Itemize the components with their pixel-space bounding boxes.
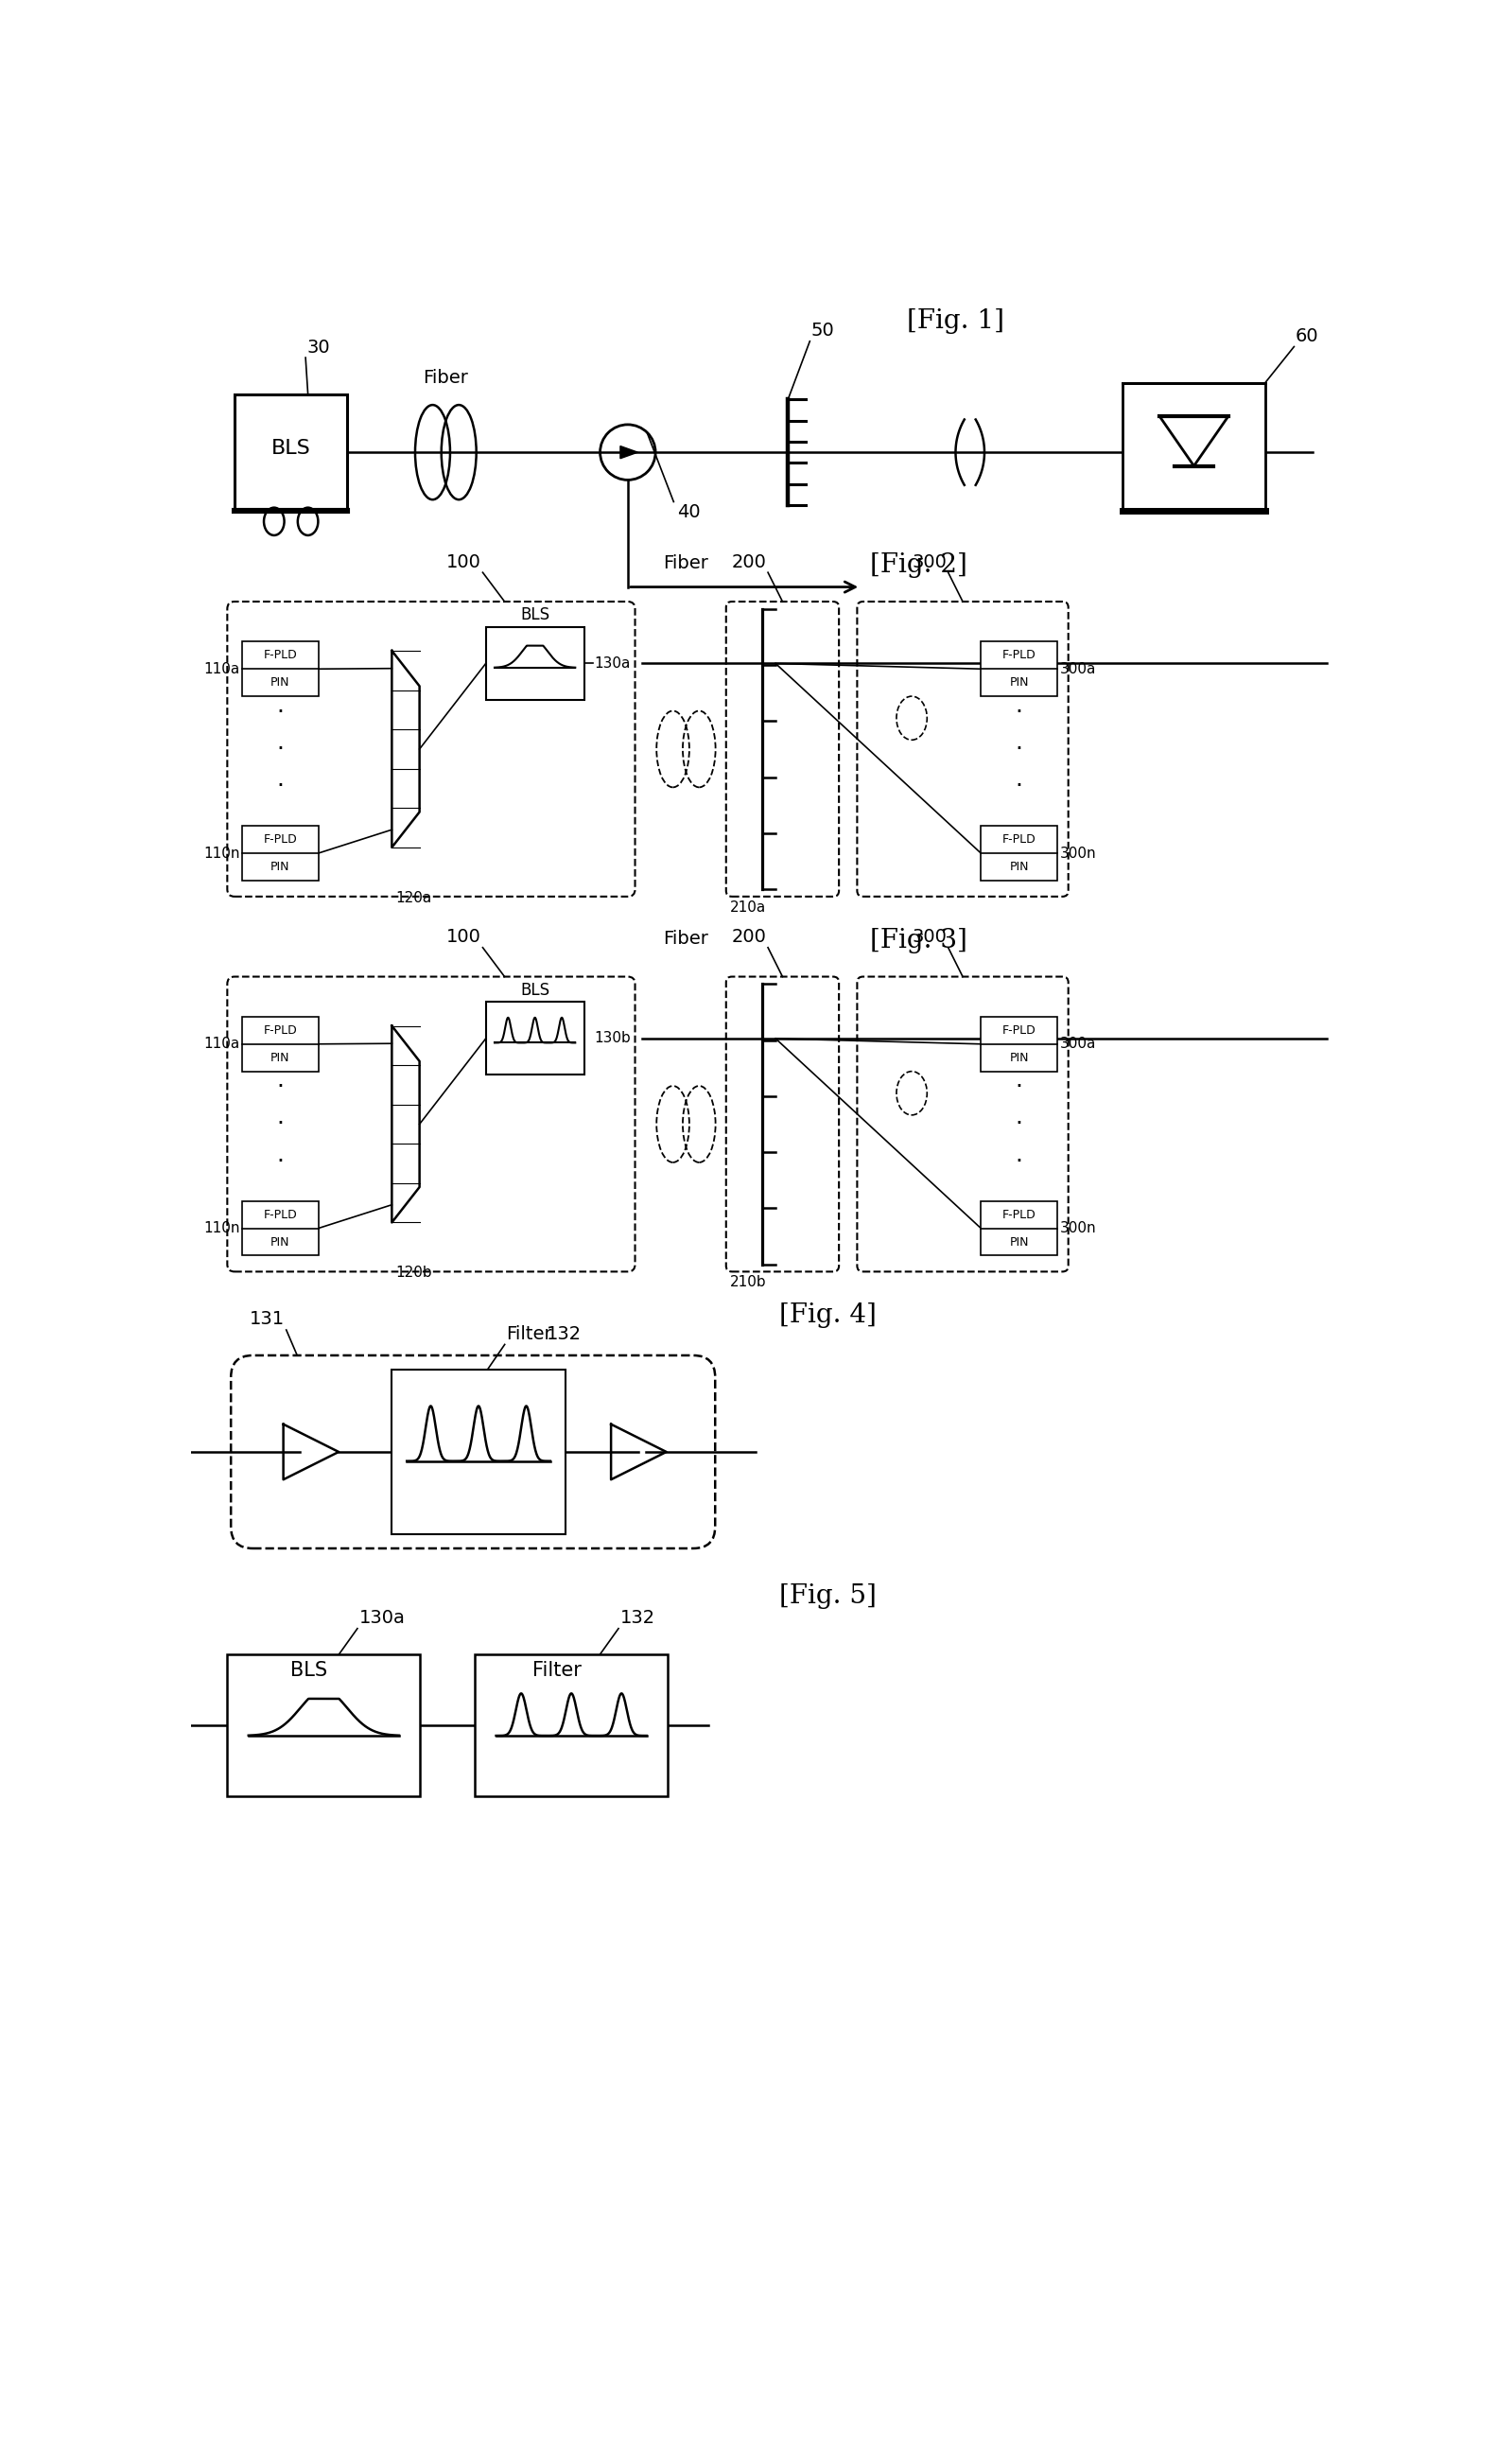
Text: ·
·
·: · · · (277, 1077, 284, 1173)
Text: 100: 100 (446, 552, 481, 572)
Text: ·
·
·: · · · (1015, 700, 1022, 798)
Text: BLS: BLS (521, 606, 549, 623)
Text: PIN: PIN (271, 860, 290, 872)
Text: F-PLD: F-PLD (1003, 1207, 1036, 1220)
Text: PIN: PIN (1009, 860, 1028, 872)
Bar (243, 1200, 319, 1257)
Bar (391, 1370, 566, 1533)
Bar (981, 1200, 1057, 1257)
Text: Filter: Filter (533, 1661, 581, 1680)
Text: 210b: 210b (729, 1276, 766, 1289)
Text: BLS: BLS (521, 981, 549, 998)
Text: PIN: PIN (271, 1237, 290, 1249)
Text: 300: 300 (912, 552, 946, 572)
Text: F-PLD: F-PLD (263, 833, 296, 845)
Bar (235, 394, 347, 510)
Text: [Fig. 3]: [Fig. 3] (870, 926, 967, 954)
Text: 300n: 300n (1060, 845, 1096, 860)
Text: 110a: 110a (204, 1037, 240, 1052)
Bar (485, 626, 584, 700)
Bar (243, 825, 319, 880)
Text: 110n: 110n (204, 1222, 240, 1234)
Text: 210a: 210a (729, 899, 766, 914)
Text: F-PLD: F-PLD (263, 648, 296, 660)
Text: PIN: PIN (271, 1052, 290, 1064)
Text: PIN: PIN (1009, 1052, 1028, 1064)
Text: [Fig. 2]: [Fig. 2] (870, 552, 967, 579)
Text: 300a: 300a (1060, 663, 1096, 675)
Text: 120a: 120a (395, 890, 431, 904)
Text: 130a: 130a (359, 1609, 406, 1626)
Text: ·
·
·: · · · (277, 700, 284, 798)
Text: 130a: 130a (594, 655, 630, 670)
Text: 60: 60 (1295, 328, 1319, 345)
Text: 131: 131 (250, 1311, 284, 1328)
Text: Filter: Filter (506, 1326, 552, 1343)
Text: Fiber: Fiber (663, 929, 708, 949)
Bar (243, 641, 319, 697)
Text: PIN: PIN (1009, 1237, 1028, 1249)
Text: 110n: 110n (204, 845, 240, 860)
Text: F-PLD: F-PLD (263, 1025, 296, 1037)
Text: 200: 200 (732, 929, 766, 946)
Text: 200: 200 (732, 552, 766, 572)
Text: 130b: 130b (594, 1032, 630, 1045)
Text: ·
·
·: · · · (1015, 1077, 1022, 1173)
Bar (485, 1003, 584, 1074)
Text: 300n: 300n (1060, 1222, 1096, 1234)
Text: 300a: 300a (1060, 1037, 1096, 1052)
Text: 50: 50 (811, 323, 835, 340)
Text: 40: 40 (677, 503, 701, 522)
Text: Fiber: Fiber (424, 370, 469, 387)
Bar (475, 1653, 668, 1796)
Text: PIN: PIN (1009, 678, 1028, 690)
Text: F-PLD: F-PLD (1003, 1025, 1036, 1037)
Text: [Fig. 4]: [Fig. 4] (780, 1303, 877, 1328)
Text: 110a: 110a (204, 663, 240, 675)
Polygon shape (620, 446, 638, 458)
Text: BLS: BLS (290, 1661, 328, 1680)
Text: F-PLD: F-PLD (1003, 648, 1036, 660)
Text: 100: 100 (446, 929, 481, 946)
Text: 300: 300 (912, 929, 946, 946)
Text: 132: 132 (546, 1326, 581, 1343)
Text: 132: 132 (620, 1609, 656, 1626)
Bar (981, 1018, 1057, 1072)
Text: 120b: 120b (395, 1266, 433, 1279)
Text: F-PLD: F-PLD (263, 1207, 296, 1220)
Text: F-PLD: F-PLD (1003, 833, 1036, 845)
Text: BLS: BLS (271, 439, 311, 458)
Bar (1123, 382, 1265, 510)
Text: 30: 30 (307, 338, 331, 357)
Bar (981, 641, 1057, 697)
Text: [Fig. 5]: [Fig. 5] (780, 1582, 877, 1609)
Bar (243, 1018, 319, 1072)
Text: Fiber: Fiber (663, 554, 708, 572)
Text: PIN: PIN (271, 678, 290, 690)
Bar (228, 1653, 421, 1796)
Text: [Fig. 1]: [Fig. 1] (907, 308, 1004, 335)
Bar (981, 825, 1057, 880)
